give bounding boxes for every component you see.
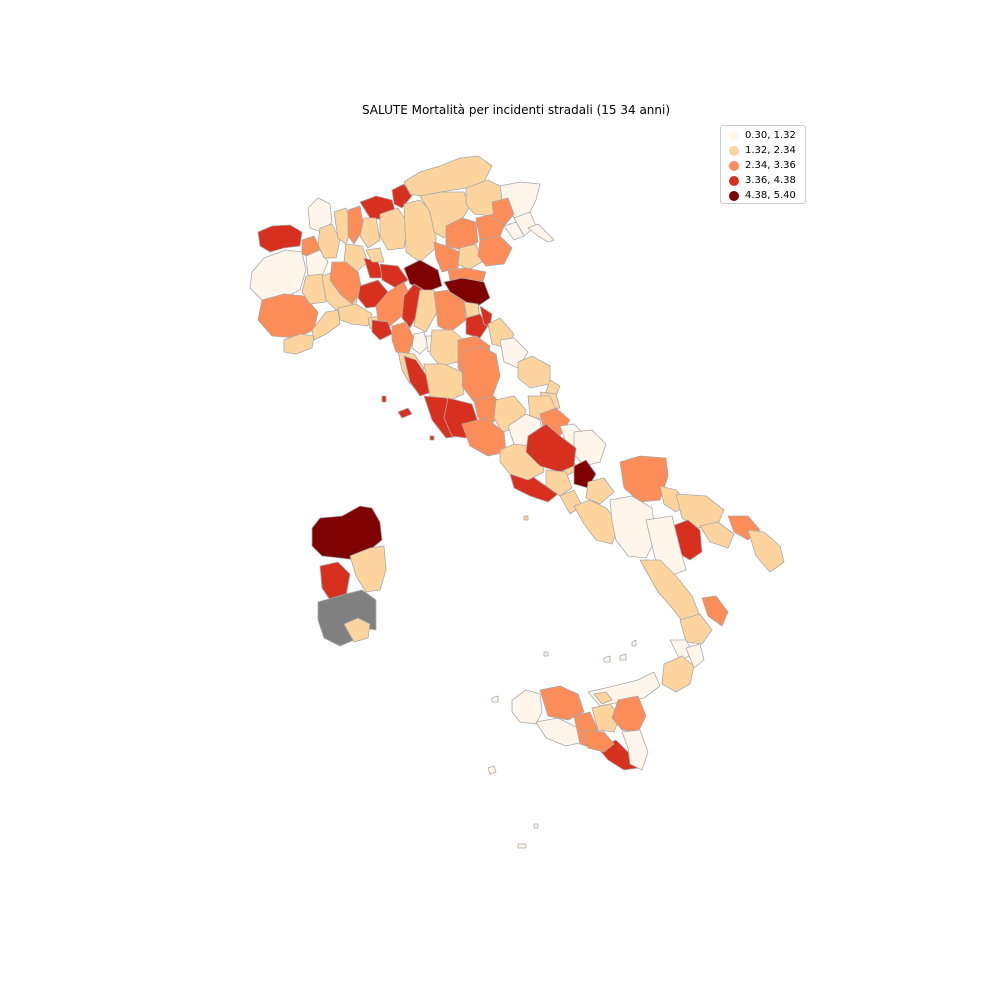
province-ud-south — [503, 221, 525, 241]
province-pavia — [329, 261, 363, 305]
province-reggio-calabria — [661, 655, 695, 693]
province-lecce — [747, 529, 785, 573]
legend-label: 2.34, 3.36 — [745, 160, 796, 171]
legend-item: 3.36, 4.38 — [729, 173, 805, 188]
legend-marker-class-1 — [729, 130, 739, 141]
island-aeolian-2 — [619, 653, 627, 661]
province-bolzano — [403, 155, 493, 197]
map-title: SALUTE Mortalità per incidenti stradali … — [361, 103, 671, 117]
province-palermo — [539, 685, 585, 721]
province-sassari — [311, 505, 383, 561]
province-reggio-north — [685, 643, 705, 669]
province-cosenza — [639, 559, 701, 627]
island-lampedusa — [517, 843, 527, 849]
province-campobasso — [573, 429, 607, 467]
province-vco — [307, 197, 333, 233]
province-avellino — [585, 477, 615, 505]
legend-label: 1.32, 2.34 — [745, 145, 796, 156]
island-linosa — [533, 823, 539, 829]
province-siracusa — [621, 729, 649, 771]
legend-marker-class-5 — [729, 190, 739, 201]
province-pordenone — [491, 197, 515, 227]
island-egadi — [491, 695, 499, 703]
island-capraia — [381, 395, 387, 403]
province-crotone — [701, 595, 729, 627]
province-cagliari — [343, 617, 371, 643]
province-caserta — [545, 469, 573, 497]
province-como — [347, 205, 365, 245]
province-sondrio-north — [391, 183, 413, 209]
province-genova — [337, 303, 373, 327]
province-trieste — [527, 223, 555, 243]
legend-label: 3.36, 4.38 — [745, 175, 796, 186]
legend-marker-class-2 — [729, 145, 739, 156]
province-potenza — [609, 495, 657, 559]
province-imperia — [283, 333, 315, 355]
island-ischia — [523, 515, 529, 521]
province-aosta — [257, 224, 303, 253]
legend-marker-class-3 — [729, 160, 739, 171]
province-pistoia — [411, 331, 429, 355]
province-forli — [465, 313, 489, 339]
province-catanzaro — [679, 613, 713, 645]
island-pantelleria — [487, 765, 497, 775]
province-novara — [317, 223, 341, 259]
legend-label: 4.38, 5.40 — [745, 190, 796, 201]
province-verona — [433, 241, 461, 273]
province-trapani — [511, 689, 543, 725]
legend-marker-class-4 — [729, 175, 739, 186]
province-monza — [365, 247, 385, 263]
province-nuoro — [349, 545, 387, 593]
province-taranto — [699, 521, 735, 549]
province-lecco — [359, 217, 381, 249]
province-modena — [413, 289, 439, 333]
province-torino — [249, 249, 307, 301]
province-mantova — [403, 259, 443, 293]
legend-item: 1.32, 2.34 — [729, 143, 805, 158]
province-massa — [371, 319, 393, 341]
island-aeolian-3 — [631, 639, 637, 647]
province-perugia — [461, 345, 501, 403]
province-bergamo — [379, 207, 409, 251]
legend-item: 2.34, 3.36 — [729, 158, 805, 173]
province-vercelli — [305, 249, 329, 277]
legend-label: 0.30, 1.32 — [745, 130, 796, 141]
province-foggia — [619, 455, 669, 503]
island-elba — [397, 407, 413, 419]
province-savona — [311, 309, 341, 341]
map-legend: 0.30, 1.32 1.32, 2.34 2.34, 3.36 3.36, 4… — [720, 125, 806, 204]
province-padova — [457, 243, 483, 271]
province-sud-sardegna — [317, 589, 377, 647]
province-venezia — [477, 235, 513, 267]
island-aeolian-1 — [603, 655, 611, 663]
legend-item: 4.38, 5.40 — [729, 188, 805, 203]
island-ustica — [543, 651, 549, 657]
province-treviso — [475, 213, 505, 243]
province-ferrara — [443, 277, 491, 307]
province-macerata — [517, 355, 551, 389]
legend-item: 0.30, 1.32 — [729, 128, 805, 143]
island-giglio — [429, 435, 435, 441]
province-me-west — [593, 691, 613, 705]
province-ag-east — [583, 729, 615, 753]
province-siena — [423, 363, 465, 403]
